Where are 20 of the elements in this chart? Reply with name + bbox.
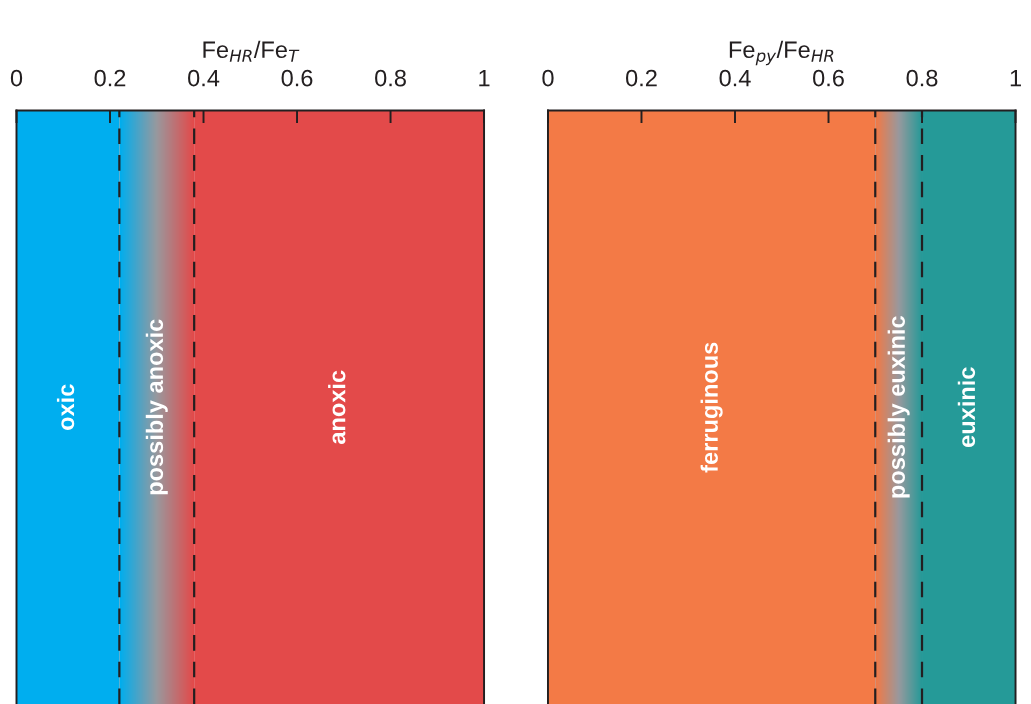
x-tick-label: 1 [1010,69,1021,87]
x-tick-label: 0.2 [94,69,126,87]
x-tick-label: 0 [10,69,23,87]
series-label: anoxic [328,370,346,444]
x-tick-label: 0.2 [626,69,657,87]
x-tick-label: 1 [479,69,490,87]
series-label: oxic [56,384,75,430]
x-tick-label: 0.8 [375,69,406,87]
series-label: ferruginous [700,342,723,473]
x-tick-label: 0.6 [813,69,844,87]
series-label: possibly anoxic [145,319,168,495]
x-tick-label: 0.4 [719,69,751,87]
x-axis-title: Fe$_{py}$/Fe$_{HR}$ [729,40,834,66]
x-tick-label: 0 [542,69,554,87]
x-tick-label: 0.6 [281,69,313,87]
series-label: euxinic [957,367,976,448]
x-axis-title: Fe$_{HR}$/Fe$_{T}$ [203,40,300,62]
series-label: possibly euxinic [887,316,910,498]
x-tick-label: 0.8 [906,69,938,87]
x-tick-label: 0.4 [188,69,220,87]
